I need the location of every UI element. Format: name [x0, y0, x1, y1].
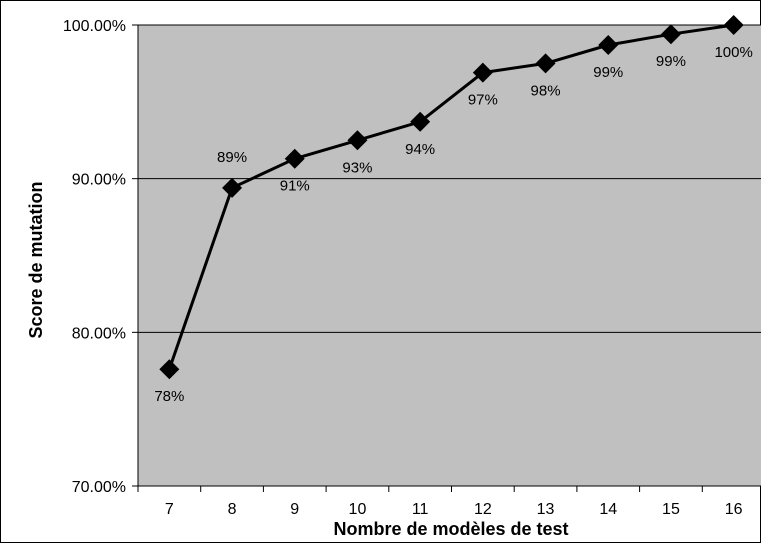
plot-area: [137, 24, 761, 487]
x-tick-label: 12: [474, 501, 492, 518]
x-tick-label: 14: [599, 501, 617, 518]
data-label-9: 91%: [280, 178, 310, 195]
x-tick-label: 16: [725, 501, 743, 518]
y-axis-title: Score de mutation: [26, 181, 46, 338]
data-label-10: 93%: [342, 159, 372, 176]
data-point-12: [472, 62, 493, 83]
x-tick-label: 13: [537, 501, 555, 518]
x-tick-label: 15: [662, 501, 680, 518]
data-point-16: [723, 15, 744, 35]
series-line: [167, 23, 734, 370]
data-label-12: 97%: [468, 92, 498, 109]
y-tick-label: 90.00%: [72, 172, 126, 189]
gridlines: [138, 178, 761, 333]
x-tick-label: 11: [412, 501, 429, 518]
data-label-13: 98%: [531, 82, 561, 99]
data-point-11: [410, 111, 431, 132]
data-label-15: 99%: [656, 53, 686, 70]
data-label-16: 100%: [714, 44, 752, 61]
data-label-11: 94%: [405, 141, 435, 158]
x-tick-label: 10: [349, 501, 367, 518]
data-point-8: [222, 177, 243, 198]
data-point-14: [598, 34, 619, 55]
data-point-10: [347, 130, 368, 151]
data-point-9: [284, 148, 305, 169]
x-tick-label: 7: [165, 501, 174, 518]
x-axis-title: Nombre de modèles de test: [333, 519, 568, 539]
data-label-8: 89%: [217, 149, 247, 166]
x-tick-label: 9: [290, 501, 299, 518]
y-tick-label: 70.00%: [72, 479, 126, 496]
data-label-14: 99%: [593, 64, 623, 81]
data-point-15: [660, 24, 681, 45]
y-tick-label: 100.00%: [63, 18, 126, 35]
axes: 70.00% 80.00% 90.00% 100.00% 7 8 9 10 11 12 13 14 15…: [63, 18, 743, 518]
data-point-7: [159, 359, 180, 380]
data-series: 78% 89% 91% 93% 94% 97% 98% 99% 99% 100%: [154, 15, 753, 405]
y-tick-label: 80.00%: [72, 325, 126, 342]
data-label-7: 78%: [154, 388, 184, 405]
data-point-13: [535, 53, 556, 74]
x-tick-label: 8: [228, 501, 237, 518]
